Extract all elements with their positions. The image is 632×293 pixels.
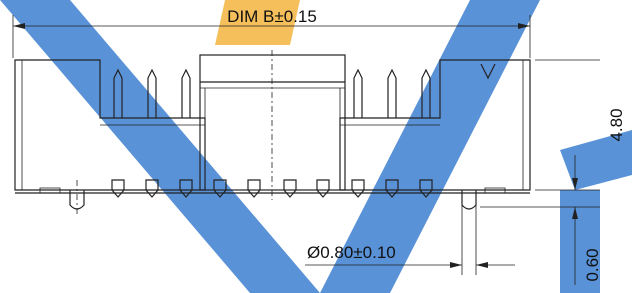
drawing: DIM B±0.15 [0,0,632,293]
offset-label: 0.60 [583,248,602,281]
width-label: DIM B±0.15 [227,7,317,26]
height-label: 4.80 [607,108,626,141]
diameter-label: Ø0.80±0.10 [307,243,396,262]
